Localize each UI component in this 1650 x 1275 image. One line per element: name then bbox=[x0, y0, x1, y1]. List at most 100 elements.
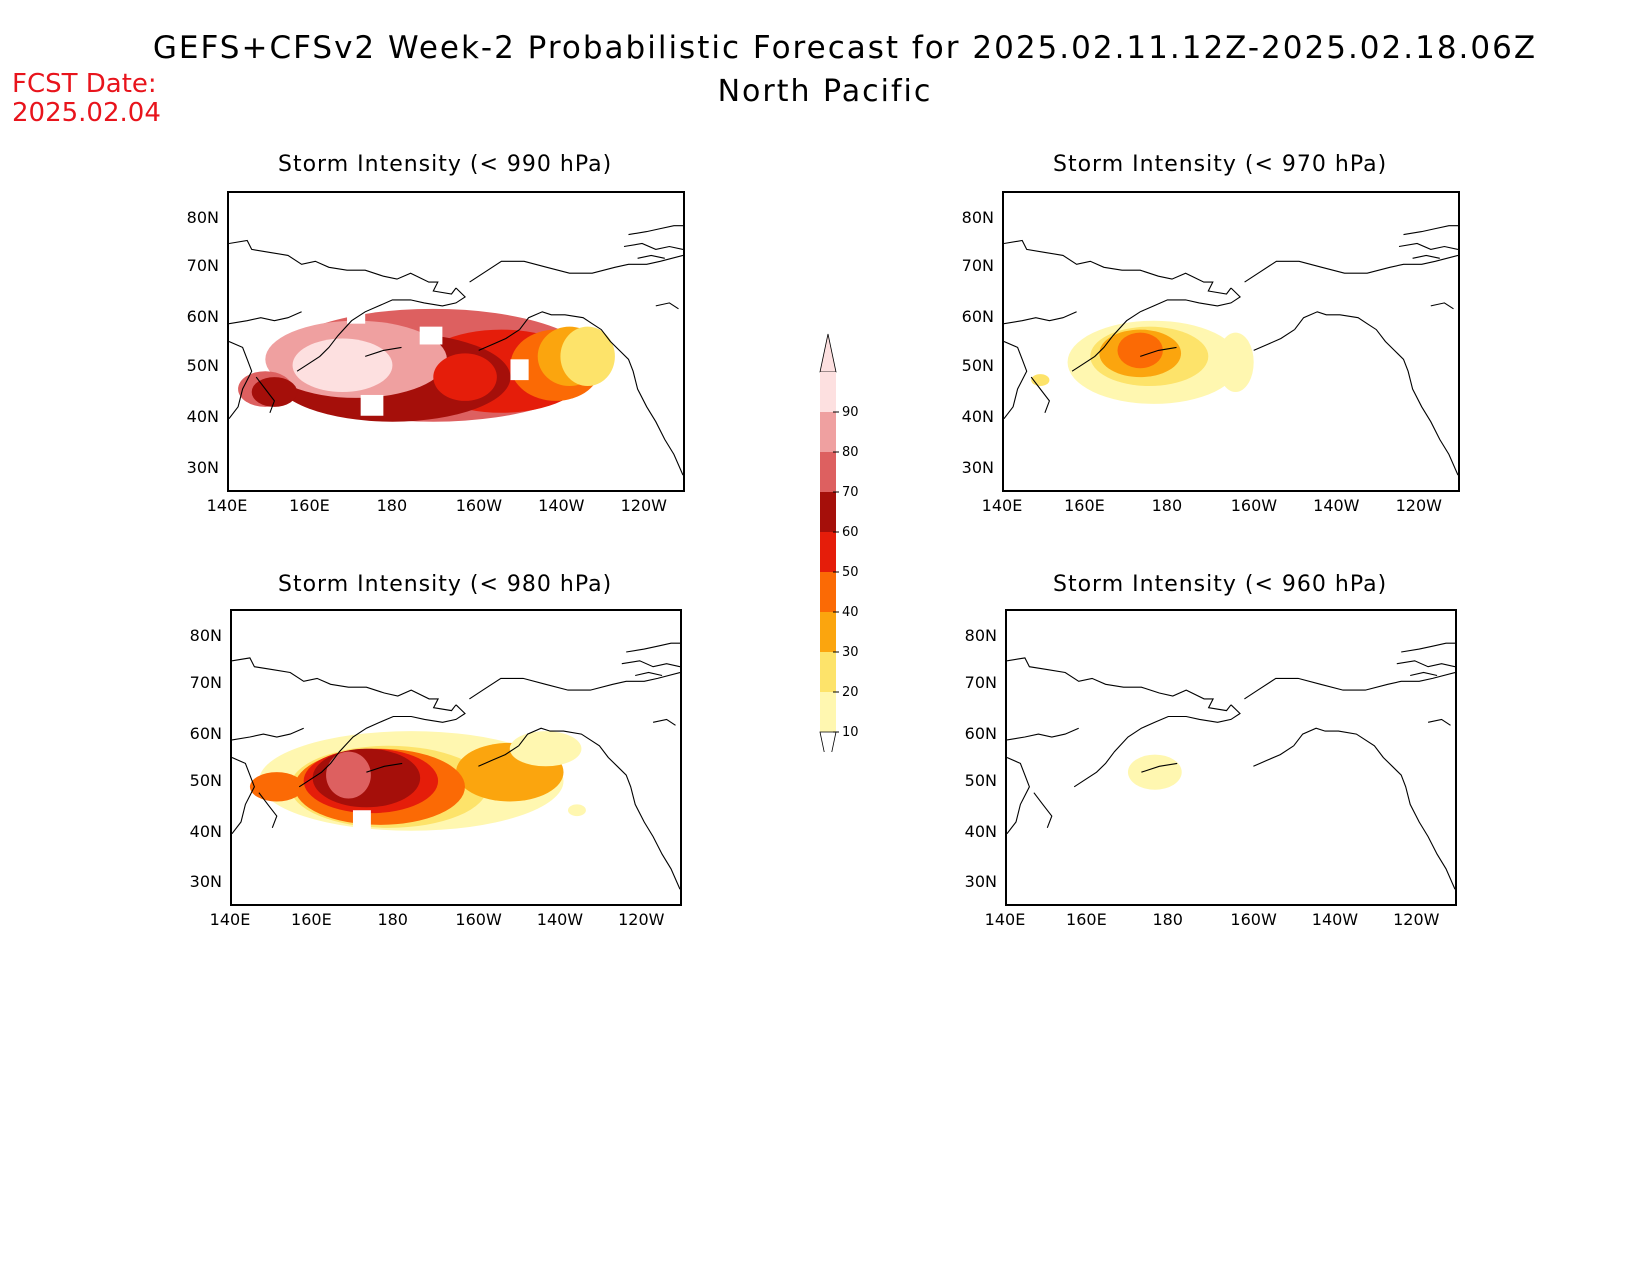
lat-tick-label: 30N bbox=[964, 872, 997, 892]
lon-tick-label: 140W bbox=[536, 910, 584, 929]
colorbar-segment bbox=[820, 412, 836, 452]
coastline bbox=[1403, 225, 1458, 236]
coastline bbox=[1244, 671, 1455, 700]
coastline bbox=[1004, 239, 1232, 295]
probability-area bbox=[249, 772, 304, 802]
colorbar-segment bbox=[820, 572, 836, 612]
lat-tick-label: 50N bbox=[964, 771, 997, 791]
colorbar-label: 80 bbox=[842, 445, 859, 460]
coastline bbox=[1253, 745, 1295, 767]
lon-tick-label: 160W bbox=[1230, 910, 1277, 929]
coastline bbox=[1073, 704, 1241, 788]
lat-tick-label: 40N bbox=[961, 406, 994, 426]
lon-tick-label: 180 bbox=[376, 496, 408, 515]
colorbar-segment bbox=[820, 612, 836, 652]
coastline bbox=[366, 762, 403, 773]
lon-tick-label: 180 bbox=[1151, 496, 1183, 515]
panel-title-970: Storm Intensity (< 970 hPa) bbox=[1053, 152, 1388, 177]
coastline bbox=[1007, 657, 1232, 712]
colorbar-label: 70 bbox=[842, 485, 859, 500]
panel-title-960: Storm Intensity (< 960 hPa) bbox=[1053, 572, 1388, 597]
p990-map-svg bbox=[229, 225, 683, 476]
coastline bbox=[478, 745, 520, 767]
coastline bbox=[1396, 660, 1455, 668]
coastline bbox=[296, 287, 466, 372]
coastline bbox=[1293, 727, 1455, 890]
map-panel-970 bbox=[1002, 191, 1460, 492]
panel-title-990: Storm Intensity (< 990 hPa) bbox=[278, 152, 613, 177]
lat-tick-label: 40N bbox=[186, 406, 219, 426]
colorbar-segment bbox=[820, 652, 836, 692]
lon-tick-label: 160W bbox=[455, 496, 503, 515]
probability-area bbox=[326, 751, 371, 799]
lon-tick-label: 120W bbox=[1395, 496, 1442, 515]
colorbar-segment bbox=[820, 372, 836, 412]
lon-tick-label: 160W bbox=[1230, 496, 1278, 515]
lat-tick-label: 80N bbox=[186, 208, 219, 228]
coastline bbox=[1294, 311, 1458, 476]
lat-tick-label: 70N bbox=[186, 256, 219, 276]
coastline bbox=[1004, 340, 1028, 420]
coastline bbox=[1007, 756, 1031, 835]
lat-tick-label: 60N bbox=[186, 307, 219, 327]
colorbar-svg: 10 20 30 40 50 60 70 80 90 bbox=[819, 333, 859, 771]
map-panel-990 bbox=[227, 191, 685, 492]
lat-tick-label: 70N bbox=[964, 673, 997, 693]
colorbar: 10 20 30 40 50 60 70 80 90 bbox=[800, 332, 860, 771]
missing-data-cell bbox=[510, 359, 529, 381]
lon-tick-label: 160E bbox=[1066, 910, 1107, 929]
coastline bbox=[635, 671, 663, 677]
coastline bbox=[652, 718, 676, 726]
lat-tick-label: 40N bbox=[964, 821, 997, 841]
coastline bbox=[229, 340, 253, 420]
lon-tick-label: 140W bbox=[538, 496, 585, 515]
p980-map-svg bbox=[232, 642, 680, 890]
coastline bbox=[1253, 329, 1295, 351]
coastline bbox=[519, 311, 683, 476]
coastline bbox=[623, 242, 683, 250]
coastline bbox=[229, 311, 302, 325]
coastline bbox=[1430, 302, 1454, 310]
lat-tick-label: 80N bbox=[961, 208, 994, 228]
coastline bbox=[1141, 762, 1178, 773]
colorbar-label: 50 bbox=[842, 565, 859, 580]
lat-tick-label: 60N bbox=[964, 723, 997, 743]
probability-area bbox=[568, 804, 586, 817]
lon-tick-label: 180 bbox=[1152, 910, 1183, 929]
colorbar-segment bbox=[820, 532, 836, 572]
coastline bbox=[637, 254, 665, 259]
coastline bbox=[621, 660, 680, 668]
probability-area bbox=[433, 353, 497, 401]
p970-map-svg bbox=[1004, 225, 1458, 476]
coastline bbox=[1033, 792, 1053, 828]
missing-data-cell bbox=[352, 810, 371, 831]
coastline bbox=[232, 756, 256, 835]
coastline bbox=[1244, 254, 1458, 283]
lon-tick-label: 120W bbox=[620, 496, 667, 515]
lat-tick-label: 80N bbox=[189, 625, 222, 645]
lat-tick-label: 60N bbox=[961, 307, 994, 327]
coastline bbox=[469, 254, 683, 283]
coastline bbox=[655, 302, 679, 310]
main-title: GEFS+CFSv2 Week-2 Probabilistic Forecast… bbox=[152, 30, 1538, 66]
region-subtitle: North Pacific bbox=[717, 74, 933, 109]
lon-tick-label: 140W bbox=[1311, 910, 1359, 929]
coastline bbox=[255, 376, 276, 413]
fcst-date-label: FCST Date: bbox=[12, 69, 157, 99]
fcst-date-value: 2025.02.04 bbox=[12, 98, 161, 128]
colorbar-label: 60 bbox=[842, 525, 859, 540]
lon-tick-label: 120W bbox=[618, 910, 665, 929]
coastline bbox=[628, 225, 683, 236]
colorbar-label: 90 bbox=[842, 405, 859, 420]
coastline bbox=[232, 657, 457, 712]
lat-tick-label: 50N bbox=[189, 771, 222, 791]
coastline bbox=[229, 239, 457, 295]
lat-tick-label: 30N bbox=[189, 872, 222, 892]
probability-area bbox=[560, 326, 615, 387]
colorbar-label: 10 bbox=[842, 725, 859, 740]
probability-area bbox=[1117, 332, 1163, 369]
lat-tick-label: 50N bbox=[961, 355, 994, 375]
map-panel-980 bbox=[230, 609, 682, 906]
lat-tick-label: 60N bbox=[189, 723, 222, 743]
coastline bbox=[469, 671, 680, 700]
